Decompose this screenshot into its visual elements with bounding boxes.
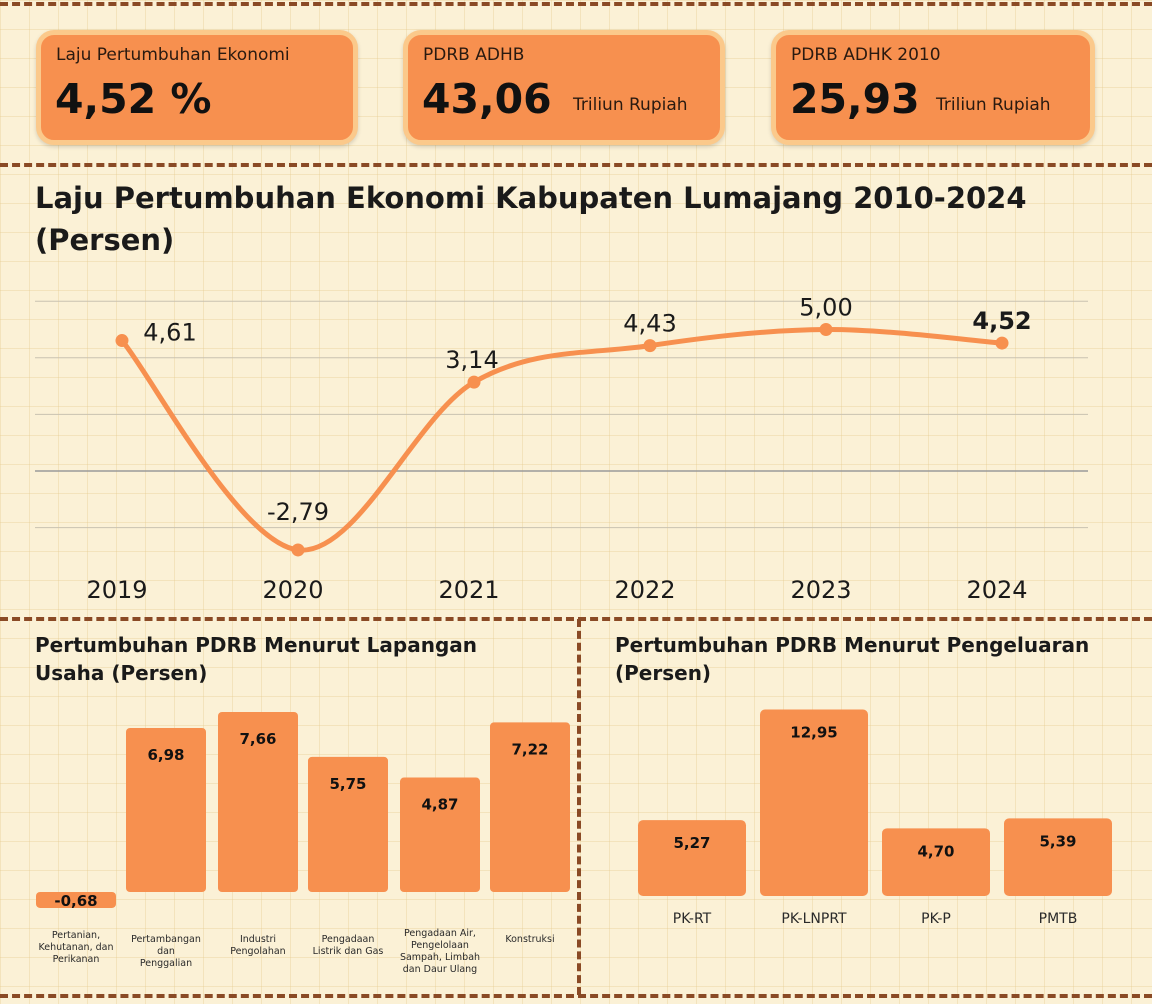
bar-value-label: 5,39 [1039, 832, 1076, 850]
x-tick-label: PK-LNPRT [781, 911, 847, 927]
x-tick-label: Pertanian, [52, 930, 100, 941]
bar [760, 709, 868, 896]
kpi-unit: Triliun Rupiah [573, 95, 688, 115]
bar [126, 727, 206, 892]
bar [882, 828, 990, 896]
x-tick-label: Pertambangan [131, 934, 201, 945]
data-label: 4,52 [972, 307, 1031, 335]
kpi-label: PDRB ADHK 2010 [791, 45, 941, 65]
divider-top [0, 2, 1152, 6]
divider-bottom [0, 994, 1152, 998]
bar [218, 711, 298, 892]
x-tick-label: Pengadaan Air, [404, 928, 476, 939]
bar-value-label: 7,22 [511, 740, 548, 758]
data-label: 4,43 [623, 310, 676, 338]
x-tick-label: 2020 [262, 576, 323, 604]
data-point [291, 543, 305, 557]
bar [490, 722, 570, 892]
bar [308, 756, 388, 892]
expenditure-chart-title: Pertumbuhan PDRB Menurut Pengeluaran (Pe… [615, 633, 1090, 685]
x-tick-label: Pengadaan [322, 934, 375, 945]
x-tick-label: PK-RT [673, 911, 712, 927]
bar-value-label: 12,95 [790, 724, 837, 742]
kpi-value: 4,52 % [55, 75, 212, 123]
data-label: 5,00 [799, 294, 852, 322]
data-label: 3,14 [445, 346, 498, 374]
bar-value-label: 4,87 [421, 796, 458, 814]
bar [400, 777, 480, 892]
data-point [995, 336, 1009, 350]
x-tick-label: Listrik dan Gas [313, 946, 384, 957]
bar-value-label: 6,98 [147, 746, 184, 764]
x-tick-label: 2023 [790, 576, 851, 604]
x-tick-label: Kehutanan, dan [39, 942, 114, 953]
data-label: -2,79 [267, 498, 329, 526]
divider-vertical [577, 619, 581, 995]
divider-line-chart [0, 617, 1152, 621]
bar [638, 820, 746, 896]
x-tick-label: 2021 [438, 576, 499, 604]
x-tick-label: Konstruksi [505, 934, 554, 945]
x-tick-label: Pengelolaan [411, 940, 469, 951]
line-chart-title: Laju Pertumbuhan Ekonomi Kabupaten Lumaj… [35, 181, 1027, 257]
x-tick-label: dan Daur Ulang [403, 964, 477, 975]
x-tick-label: Perikanan [53, 954, 100, 965]
x-tick-label: Industri [240, 934, 276, 945]
divider-cards [0, 163, 1152, 167]
kpi-card-adhk: PDRB ADHK 2010 25,93 Triliun Rupiah [771, 30, 1095, 145]
data-point [115, 334, 129, 348]
kpi-card-growth: Laju Pertumbuhan Ekonomi 4,52 % [36, 30, 358, 145]
data-point [467, 375, 481, 389]
bar [36, 892, 116, 908]
kpi-label: PDRB ADHB [423, 45, 525, 65]
data-point [643, 339, 657, 353]
bar-value-label: 5,75 [329, 775, 366, 793]
kpi-value: 25,93 [790, 75, 920, 123]
x-tick-label: Pengolahan [230, 946, 285, 957]
kpi-value: 43,06 [422, 75, 552, 123]
x-tick-label: 2024 [966, 576, 1027, 604]
kpi-card-adhb: PDRB ADHB 43,06 Triliun Rupiah [403, 30, 725, 145]
series-line [119, 326, 1005, 553]
data-label: 4,61 [143, 319, 196, 347]
x-tick-label: PMTB [1039, 911, 1078, 927]
data-point [819, 323, 833, 336]
x-tick-label: Penggalian [140, 958, 192, 969]
bar-value-label: 4,70 [917, 842, 954, 860]
kpi-unit: Triliun Rupiah [936, 95, 1051, 115]
x-tick-label: dan [157, 946, 175, 957]
x-tick-label: PK-P [921, 911, 951, 927]
bar-value-label: -0,68 [54, 892, 97, 910]
bar-value-label: 5,27 [673, 834, 710, 852]
bar-value-label: 7,66 [239, 730, 276, 748]
bar [1004, 818, 1112, 896]
kpi-label: Laju Pertumbuhan Ekonomi [56, 45, 290, 65]
x-tick-label: 2019 [86, 576, 147, 604]
sector-chart-title: Pertumbuhan PDRB Menurut Lapangan Usaha … [35, 633, 477, 685]
x-tick-label: Sampah, Limbah [400, 952, 480, 963]
x-tick-label: 2022 [614, 576, 675, 604]
